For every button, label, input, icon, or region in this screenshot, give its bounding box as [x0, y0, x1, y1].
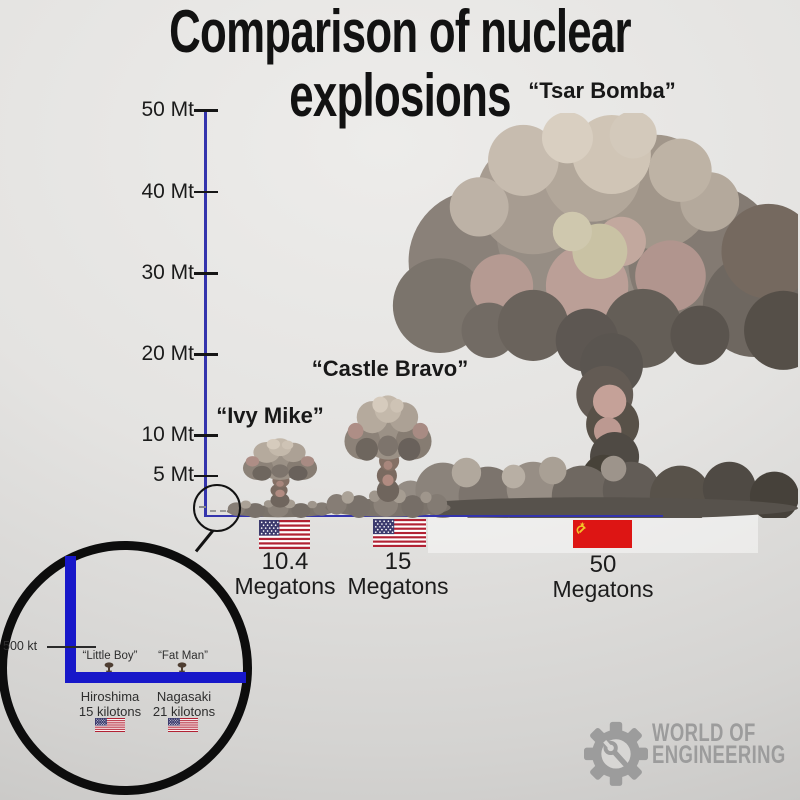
inset-yield-nagasaki: 21 kilotons [152, 704, 216, 719]
inset-city-hiroshima: Hiroshima [80, 689, 140, 704]
inset-yield-hiroshima: 15 kilotons [78, 704, 142, 719]
y-tick-label-40: 40 Mt [141, 180, 194, 203]
y-tick-20 [194, 353, 218, 356]
inset-label-little-boy: “Little Boy” [82, 650, 138, 662]
y-tick-label-30: 30 Mt [141, 261, 194, 284]
y-tick-label-50: 50 Mt [141, 98, 194, 121]
inset-city-nagasaki: Nagasaki [156, 689, 212, 704]
usa-flag-castle-bravo [373, 519, 426, 547]
origin-zoom-circle [193, 484, 241, 532]
inset-x-axis [65, 672, 246, 683]
inset-scale-tickline [47, 646, 96, 648]
y-tick-30 [194, 272, 218, 275]
label-tsar-bomba: “Tsar Bomba” [528, 78, 676, 103]
watermark-text: WORLD OF ENGINEERING [652, 719, 800, 769]
y-tick-50 [194, 109, 218, 112]
yield-unit-tsar-bomba: Megatons [552, 576, 654, 602]
castle-bravo-mushroom-cloud [321, 392, 455, 518]
label-castle-bravo: “Castle Bravo” [311, 356, 469, 381]
yield-unit-castle-bravo: Megatons [347, 573, 449, 599]
y-tick-40 [194, 190, 218, 193]
origin-tiny-mark-3 [220, 510, 226, 512]
y-tick-5 [194, 474, 218, 477]
watermark-line1: WORLD OF [652, 719, 756, 747]
origin-tiny-mark-2 [210, 510, 216, 512]
y-tick-label-5: 5 Mt [153, 463, 194, 486]
gear-wrench-logo-icon [584, 721, 648, 786]
yield-value-ivy-mike: 10.4 [261, 548, 309, 575]
inset-y-axis [65, 556, 76, 683]
y-tick-label-20: 20 Mt [141, 342, 194, 365]
inset-label-fat-man: “Fat Man” [158, 650, 208, 662]
yield-unit-ivy-mike: Megatons [234, 573, 336, 599]
label-ivy-mike: “Ivy Mike” [216, 403, 324, 428]
page-title: Comparison of nuclear explosions [0, 0, 800, 128]
inset-scale-label: 500 kt [3, 639, 38, 653]
usa-flag-nagasaki [168, 718, 198, 732]
y-tick-label-10: 10 Mt [141, 423, 194, 446]
usa-flag-hiroshima [95, 718, 125, 732]
page-title-text: Comparison of nuclear explosions [169, 0, 631, 129]
little-boy-tiny-mushroom-icon [104, 662, 114, 673]
yield-value-castle-bravo: 15 [384, 548, 412, 575]
origin-tiny-mark-1 [199, 506, 206, 508]
fat-man-tiny-mushroom-icon [177, 662, 187, 673]
inset-zoom-circle [0, 541, 252, 795]
x-axis-baseline [204, 514, 663, 517]
yield-value-tsar-bomba: 50 [589, 551, 617, 578]
y-axis-line [204, 110, 207, 516]
ussr-flag-tsar-bomba [573, 520, 632, 548]
watermark-line2: ENGINEERING [652, 741, 786, 769]
y-tick-10 [194, 434, 218, 437]
usa-flag-ivy-mike [259, 520, 310, 549]
zoom-connector-line [194, 529, 215, 553]
